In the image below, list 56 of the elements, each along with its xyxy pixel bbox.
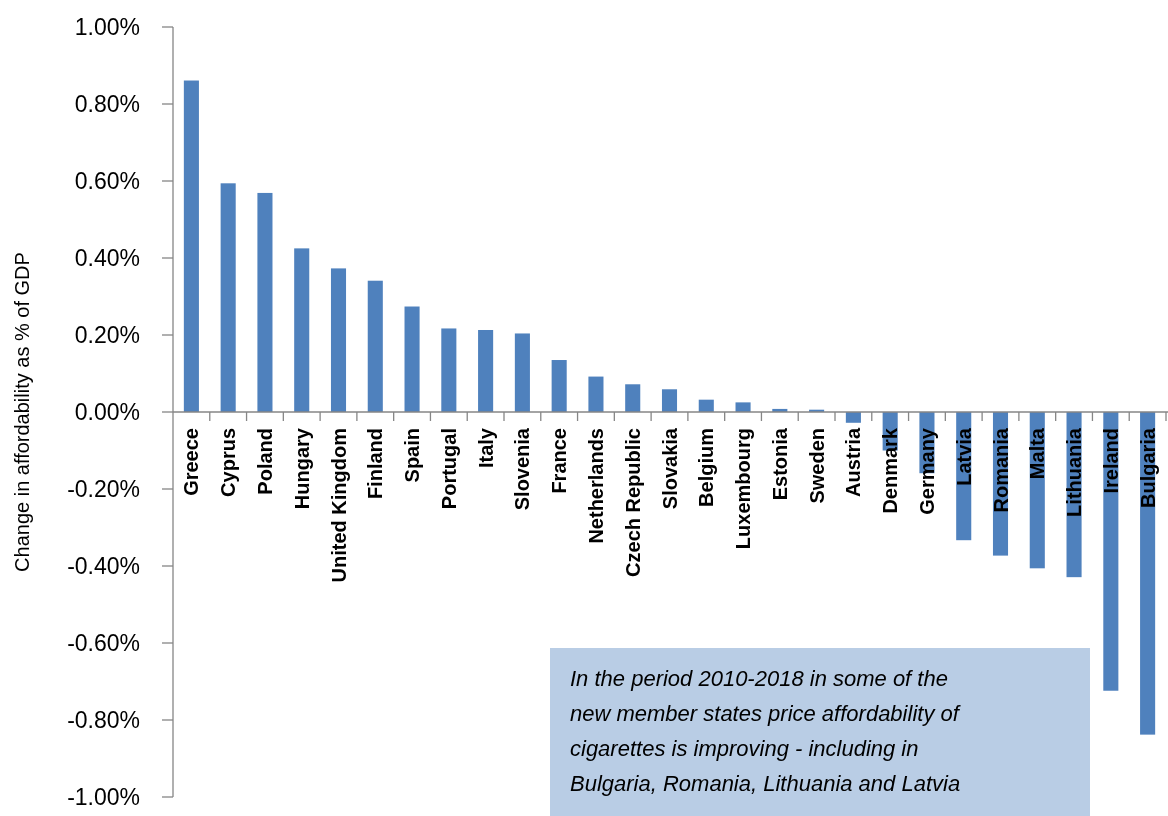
x-tick-label: Lithuania — [1063, 427, 1086, 517]
bar — [478, 330, 494, 412]
bar — [441, 328, 457, 412]
bar — [551, 360, 567, 412]
x-tick-label: Bulgaria — [1136, 427, 1159, 509]
y-tick-label: -0.40% — [67, 553, 140, 579]
y-tick-label: 0.60% — [74, 168, 140, 194]
x-tick-label: Cyprus — [217, 428, 240, 497]
bar — [661, 389, 678, 412]
y-tick-label: 0.20% — [74, 322, 140, 348]
x-tick-label: Luxembourg — [732, 428, 755, 550]
x-tick-label: Greece — [180, 428, 203, 496]
x-tick-label: Denmark — [879, 427, 902, 514]
bar — [220, 183, 236, 412]
x-tick-label: France — [548, 428, 571, 494]
x-tick-label: United Kingdom — [327, 428, 350, 583]
y-tick-label: -0.80% — [67, 707, 140, 733]
x-tick-label: Spain — [401, 428, 424, 483]
y-tick-label: -0.60% — [67, 630, 140, 656]
bar — [845, 412, 861, 423]
x-tick-label: Belgium — [695, 428, 718, 507]
x-tick-label: Ireland — [1099, 428, 1122, 494]
x-tick-label: Portugal — [437, 428, 460, 510]
y-tick-label: 0.40% — [74, 245, 140, 271]
y-tick-label: -1.00% — [67, 784, 140, 810]
bar — [330, 268, 347, 412]
x-tick-label: Netherlands — [584, 428, 607, 544]
x-tick-label: Germany — [915, 427, 938, 515]
x-tick-label: Slovakia — [658, 427, 681, 510]
y-tick-label: 1.00% — [74, 14, 140, 40]
x-tick-label: Sweden — [805, 428, 828, 504]
x-tick-label: Estonia — [768, 427, 791, 501]
x-tick-label: Italy — [474, 427, 497, 469]
bar — [625, 384, 641, 412]
x-tick-label: Austria — [842, 427, 865, 497]
bar — [404, 306, 420, 412]
bar — [588, 376, 604, 412]
bar — [257, 192, 273, 412]
x-tick-label: Hungary — [290, 427, 313, 510]
x-tick-label: Poland — [253, 428, 276, 495]
bar — [514, 333, 530, 412]
x-tick-label: Slovenia — [511, 427, 534, 511]
x-tick-label: Latvia — [952, 427, 975, 486]
bar — [735, 402, 751, 412]
x-tick-label: Czech Republic — [621, 428, 644, 577]
annotation: In the period 2010-2018 in some of the new member states price affordability of cigarettes is improving - including in Bulgaria, Romania, Lithuania and Latvia — [570, 666, 962, 796]
y-axis-title: Change in affordability as % of GDP — [11, 252, 33, 572]
x-tick-label: Malta — [1026, 427, 1049, 480]
bar — [294, 248, 310, 412]
y-tick-label: -0.20% — [67, 476, 140, 502]
y-tick-label: 0.80% — [74, 91, 140, 117]
bar — [183, 80, 199, 412]
x-tick-label: Romania — [989, 427, 1012, 513]
x-tick-label: Finland — [364, 428, 387, 500]
y-tick-label: 0.00% — [74, 399, 140, 425]
bar — [367, 280, 383, 412]
